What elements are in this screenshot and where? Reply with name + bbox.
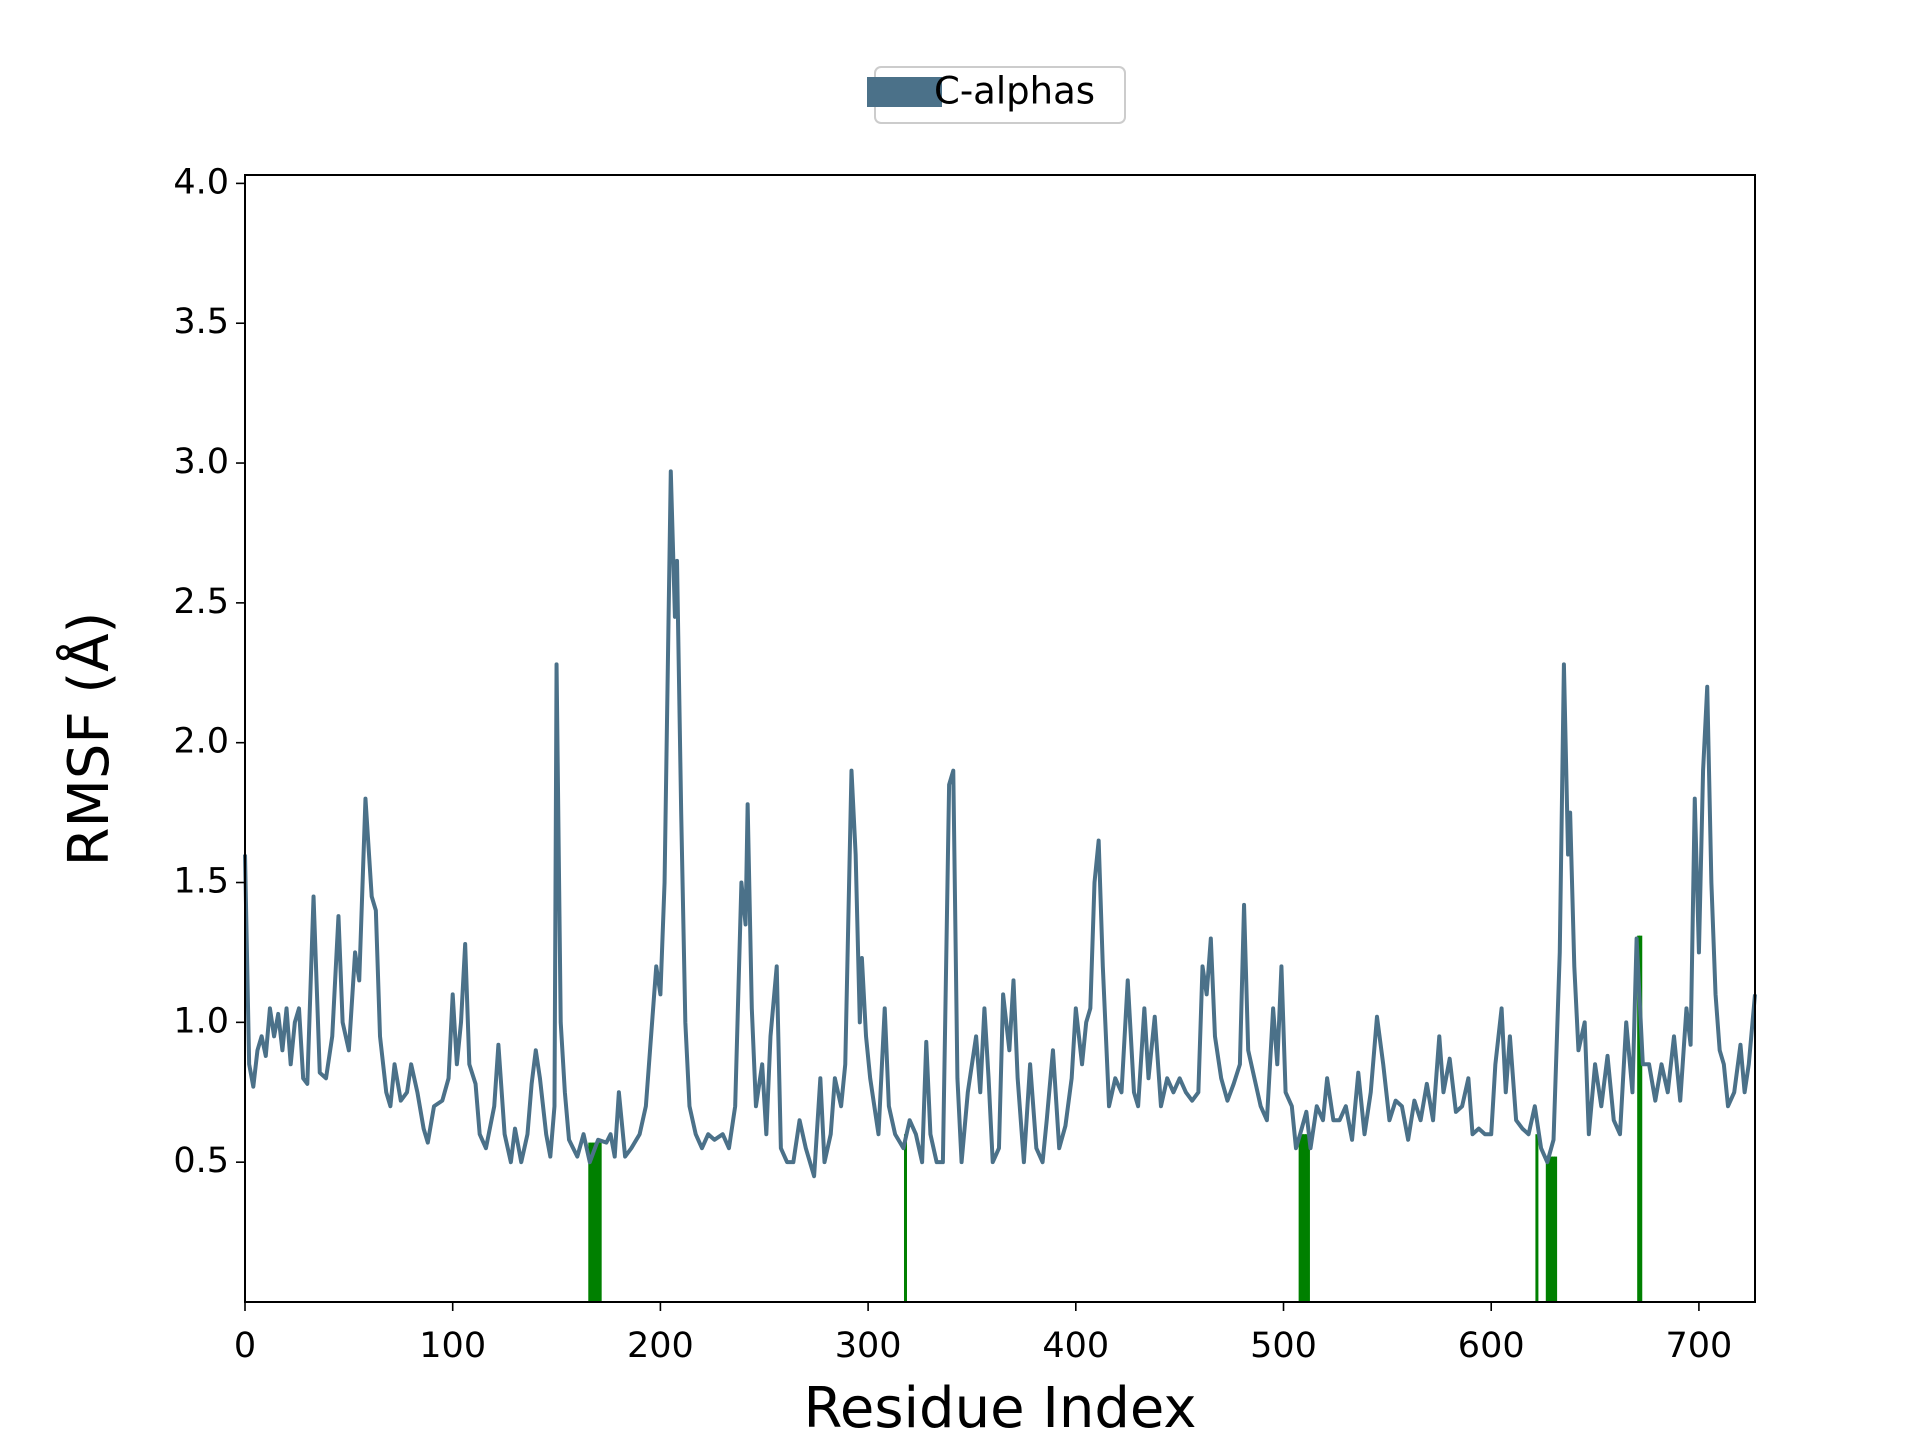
y-tick-label: 1.5 <box>173 862 229 902</box>
y-tick-label: 3.0 <box>173 442 229 482</box>
x-tick-label: 0 <box>234 1326 256 1366</box>
plot-frame <box>244 174 1756 1303</box>
contact-bar <box>1300 1134 1304 1302</box>
y-tick-label: 3.5 <box>173 302 229 342</box>
contact-bar <box>1306 1134 1310 1302</box>
legend-label: C-alphas <box>934 70 1095 113</box>
contact-bar <box>1535 1134 1539 1302</box>
contact-bar <box>1637 935 1641 1302</box>
contact-bar <box>1547 1156 1551 1302</box>
contact-bar <box>598 1142 602 1302</box>
contact-bar <box>1304 1134 1308 1302</box>
y-tick-label: 2.0 <box>173 722 229 762</box>
x-tick-label: 300 <box>835 1326 902 1366</box>
contact-bar <box>1302 1134 1306 1302</box>
legend-swatch <box>867 77 942 107</box>
x-axis-label: Residue Index <box>803 1376 1196 1440</box>
contact-bar <box>903 1134 907 1302</box>
contact-bar <box>588 1142 592 1302</box>
y-tick-label: 0.5 <box>173 1141 229 1181</box>
x-tick-label: 500 <box>1250 1326 1317 1366</box>
x-tick-label: 600 <box>1458 1326 1525 1366</box>
contact-bar <box>1545 1156 1549 1302</box>
y-tick-label: 1.0 <box>173 1001 229 1041</box>
y-tick-label: 2.5 <box>173 582 229 622</box>
rmsf-line <box>243 469 1757 1179</box>
y-tick-label: 4.0 <box>173 162 229 202</box>
contact-bar <box>596 1142 600 1302</box>
x-tick-label: 200 <box>627 1326 694 1366</box>
y-axis-label: RMSF (Å) <box>56 612 122 867</box>
x-tick-label: 100 <box>419 1326 486 1366</box>
contact-bar <box>1298 1134 1302 1302</box>
contact-bar <box>1554 1156 1558 1302</box>
x-tick-label: 700 <box>1666 1326 1733 1366</box>
contact-bar <box>1552 1156 1556 1302</box>
contact-bar <box>594 1142 598 1302</box>
contact-bar <box>592 1142 596 1302</box>
x-tick-label: 400 <box>1042 1326 1109 1366</box>
contact-bar <box>1549 1156 1553 1302</box>
contact-bar <box>1639 935 1643 1302</box>
contact-bar <box>590 1142 594 1302</box>
